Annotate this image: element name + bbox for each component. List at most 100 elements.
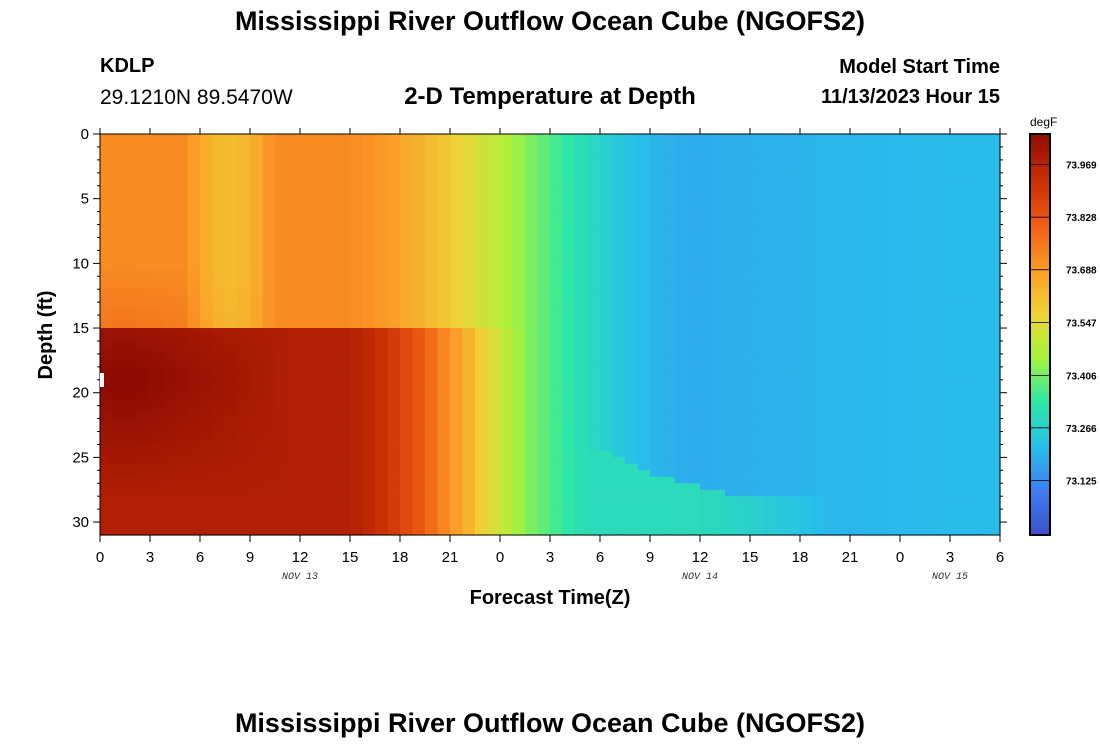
heatmap-cell (350, 366, 364, 374)
heatmap-cell (762, 159, 776, 167)
heatmap-cell (662, 263, 676, 271)
heatmap-cell (275, 379, 289, 387)
heatmap-cell (537, 211, 551, 219)
heatmap-cell (787, 211, 801, 219)
heatmap-cell (825, 315, 839, 323)
heatmap-cell (500, 509, 514, 517)
heatmap-cell (812, 502, 826, 510)
heatmap-cell (925, 379, 939, 387)
heatmap-cell (725, 444, 739, 452)
heatmap-cell (412, 205, 426, 213)
heatmap-cell (525, 379, 539, 387)
heatmap-cell (412, 502, 426, 510)
heatmap-cell (512, 379, 526, 387)
heatmap-cell (687, 289, 701, 297)
heatmap-cell (100, 528, 114, 536)
heatmap-cell (450, 360, 464, 368)
heatmap-cell (725, 496, 739, 504)
heatmap-cell (950, 425, 964, 433)
heatmap-cell (800, 470, 814, 478)
heatmap-cell (300, 276, 314, 284)
heatmap-cell (700, 179, 714, 187)
heatmap-cell (625, 373, 639, 381)
heatmap-cell (587, 166, 601, 174)
heatmap-cell (212, 360, 226, 368)
heatmap-cell (187, 496, 201, 504)
heatmap-cell (912, 340, 926, 349)
heatmap-cell (650, 185, 664, 193)
heatmap-cell (300, 425, 314, 433)
heatmap-cell (200, 289, 214, 297)
heatmap-cell (537, 328, 551, 336)
heatmap-cell (425, 489, 439, 497)
heatmap-cell (787, 437, 801, 446)
heatmap-cell (187, 470, 201, 478)
heatmap-cell (462, 450, 476, 458)
heatmap-cell (475, 185, 489, 193)
heatmap-cell (800, 509, 814, 517)
heatmap-cell (137, 392, 151, 400)
heatmap-cell (700, 276, 714, 284)
heatmap-cell (187, 134, 201, 142)
heatmap-cell (912, 205, 926, 213)
heatmap-cell (250, 360, 264, 368)
heatmap-cell (137, 263, 151, 271)
heatmap-cell (312, 450, 326, 458)
heatmap-cell (150, 237, 164, 245)
heatmap-cell (387, 502, 401, 510)
heatmap-cell (875, 502, 889, 510)
heatmap-cell (525, 366, 539, 374)
heatmap-cell (937, 340, 951, 349)
heatmap-cell (462, 282, 476, 290)
heatmap-cell (812, 295, 826, 303)
heatmap-cell (250, 399, 264, 407)
heatmap-cell (212, 379, 226, 387)
heatmap-cell (662, 392, 676, 400)
heatmap-cell (675, 198, 689, 206)
heatmap-cell (650, 457, 664, 465)
heatmap-cell (612, 502, 626, 510)
heatmap-cell (912, 237, 926, 245)
heatmap-cell (175, 347, 189, 355)
heatmap-cell (650, 302, 664, 310)
heatmap-cell (112, 237, 126, 245)
heatmap-cell (150, 295, 164, 303)
heatmap-cell (275, 489, 289, 497)
heatmap-cell (212, 153, 226, 161)
heatmap-cell (725, 470, 739, 478)
heatmap-cell (187, 463, 201, 471)
heatmap-cell (150, 392, 164, 400)
heatmap-cell (375, 146, 389, 155)
heatmap-cell (550, 399, 564, 407)
heatmap-cell (425, 502, 439, 510)
heatmap-cell (650, 496, 664, 504)
heatmap-cell (387, 315, 401, 323)
colorbar-unit: degF (1030, 115, 1057, 129)
heatmap-cell (737, 405, 751, 413)
heatmap-cell (887, 509, 901, 517)
heatmap-cell (212, 483, 226, 491)
heatmap-cell (962, 134, 976, 142)
heatmap-cell (387, 405, 401, 413)
heatmap-cell (537, 405, 551, 413)
heatmap-cell (775, 153, 789, 161)
heatmap-cell (250, 269, 264, 277)
heatmap-cell (712, 185, 726, 193)
heatmap-cell (675, 392, 689, 400)
heatmap-cell (775, 159, 789, 167)
heatmap-cell (575, 334, 589, 342)
heatmap-cell (412, 315, 426, 323)
heatmap-cell (937, 315, 951, 323)
heatmap-cell (862, 166, 876, 174)
heatmap-cell (612, 340, 626, 349)
heatmap-cell (537, 198, 551, 206)
heatmap-cell (287, 379, 301, 387)
heatmap-cell (387, 302, 401, 310)
heatmap-cell (362, 140, 376, 148)
heatmap-cell (687, 373, 701, 381)
heatmap-cell (325, 250, 339, 258)
heatmap-cell (725, 392, 739, 400)
heatmap-cell (662, 231, 676, 239)
heatmap-cell (525, 179, 539, 187)
heatmap-cell (637, 450, 651, 458)
